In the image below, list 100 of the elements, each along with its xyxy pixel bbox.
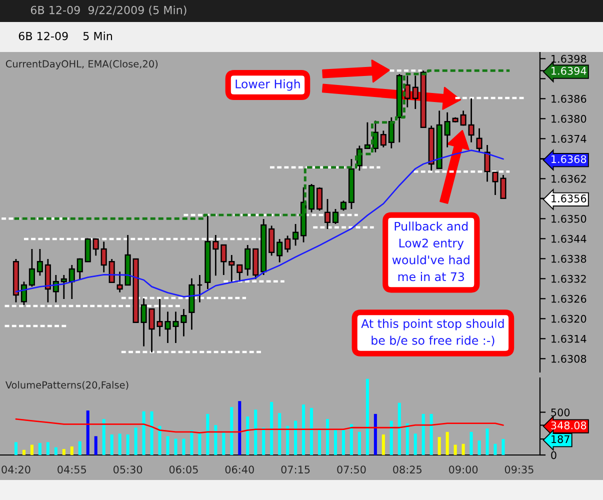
y-tick-label: 1.6374: [552, 134, 586, 143]
bar: [366, 378, 369, 455]
candlestick: [44, 258, 51, 304]
candlestick: [380, 130, 386, 148]
y-tick-label: 1.6362: [552, 174, 586, 183]
candlestick: [236, 264, 243, 282]
bar: [118, 434, 122, 455]
candlestick: [244, 244, 251, 276]
bar: [310, 408, 314, 455]
bar: [86, 410, 90, 455]
candlestick: [284, 234, 291, 254]
x-tick-label: 08:25: [393, 466, 422, 474]
candlestick: [220, 244, 227, 276]
bar: [342, 430, 345, 455]
candlestick: [364, 122, 370, 150]
candlestick: [52, 274, 59, 304]
candlestick: [444, 112, 450, 148]
bar: [262, 428, 266, 455]
y-tick-label: 1.6368: [552, 155, 586, 164]
y-tick-label: 1.6338: [552, 254, 586, 263]
candlestick: [268, 224, 275, 256]
bar: [22, 450, 26, 455]
bar: [158, 426, 162, 455]
annotation: Lower High: [236, 79, 300, 91]
candlestick: [340, 200, 347, 212]
bar: [30, 444, 34, 455]
bar: [334, 430, 338, 455]
y-tick-label: 1.6344: [552, 234, 586, 243]
bar: [286, 426, 290, 455]
bar: [398, 402, 401, 455]
candlestick: [108, 258, 115, 284]
bar: [126, 434, 130, 455]
bar: [46, 442, 50, 455]
bar: [350, 424, 353, 455]
bar: [254, 410, 258, 455]
text: 6B 12-09: [18, 32, 68, 40]
candlestick: [84, 238, 91, 262]
candlestick: [476, 128, 482, 152]
bar: [390, 420, 393, 455]
bar: [358, 432, 361, 455]
bar: [414, 434, 417, 455]
y-tick-label: 1.6320: [552, 314, 586, 323]
x-tick-label: 06:05: [169, 466, 198, 474]
bar: [318, 430, 322, 455]
candlestick: [100, 240, 107, 274]
bar: [166, 436, 170, 455]
y-tick-label: 1.6326: [552, 294, 586, 303]
chart-title: VolumePatterns(20,False): [5, 381, 128, 390]
bar: [278, 413, 282, 455]
candlestick: [20, 280, 27, 306]
bar: [478, 440, 481, 455]
x-tick-label: 04:20: [2, 466, 30, 474]
bar: [454, 444, 457, 455]
candlestick: [468, 98, 474, 144]
bar: [150, 411, 154, 455]
y-tick-label: 1.6386: [552, 94, 586, 103]
y-tick-label: 1.6398: [552, 54, 586, 63]
y-tick-label: 1.6356: [552, 194, 586, 202]
bar: [222, 431, 226, 455]
y-tick-label: 187: [552, 435, 570, 444]
candlestick: [116, 270, 123, 294]
annotation: Pullback and Low2 entry would've had me in at 73: [392, 222, 470, 282]
candlestick: [332, 208, 339, 225]
bar: [38, 443, 42, 455]
bar: [214, 425, 218, 455]
x-tick-label: 06:40: [225, 466, 254, 474]
x-tick-label: 09:35: [504, 466, 534, 474]
candlestick: [404, 74, 410, 108]
y-tick-label: 0: [551, 451, 556, 460]
bar: [78, 441, 82, 455]
line-series: [15, 418, 504, 434]
x-tick-label: 07:15: [281, 466, 310, 474]
candlestick: [292, 223, 299, 246]
candlestick: [92, 238, 99, 256]
bar: [238, 401, 242, 455]
bar: [246, 416, 250, 455]
y-tick-label: 500: [551, 408, 570, 416]
candlestick: [36, 248, 43, 276]
y-tick-label: 1.6332: [552, 274, 586, 283]
x-tick-label: 09:00: [448, 466, 478, 474]
candlestick: [324, 198, 331, 230]
bar: [110, 434, 114, 455]
text: 5 Min: [83, 32, 112, 40]
bar: [502, 439, 505, 455]
bar: [422, 414, 425, 455]
bar: [270, 402, 274, 455]
y-tick-label: 1.6394: [552, 66, 586, 75]
candlestick: [308, 183, 315, 214]
x-tick-label: 05:30: [113, 466, 142, 474]
y-tick-label: 1.6350: [552, 214, 586, 223]
annotation: At this point stop should be b/e so free ride :-): [361, 318, 504, 346]
bar: [374, 414, 377, 455]
y-tick-label: 1.6314: [552, 334, 586, 343]
bar: [142, 411, 146, 455]
bar: [14, 442, 18, 455]
bar: [62, 449, 66, 455]
candlestick: [68, 264, 75, 300]
bar: [438, 437, 441, 455]
bar: [302, 404, 306, 455]
candlestick: [316, 186, 323, 212]
